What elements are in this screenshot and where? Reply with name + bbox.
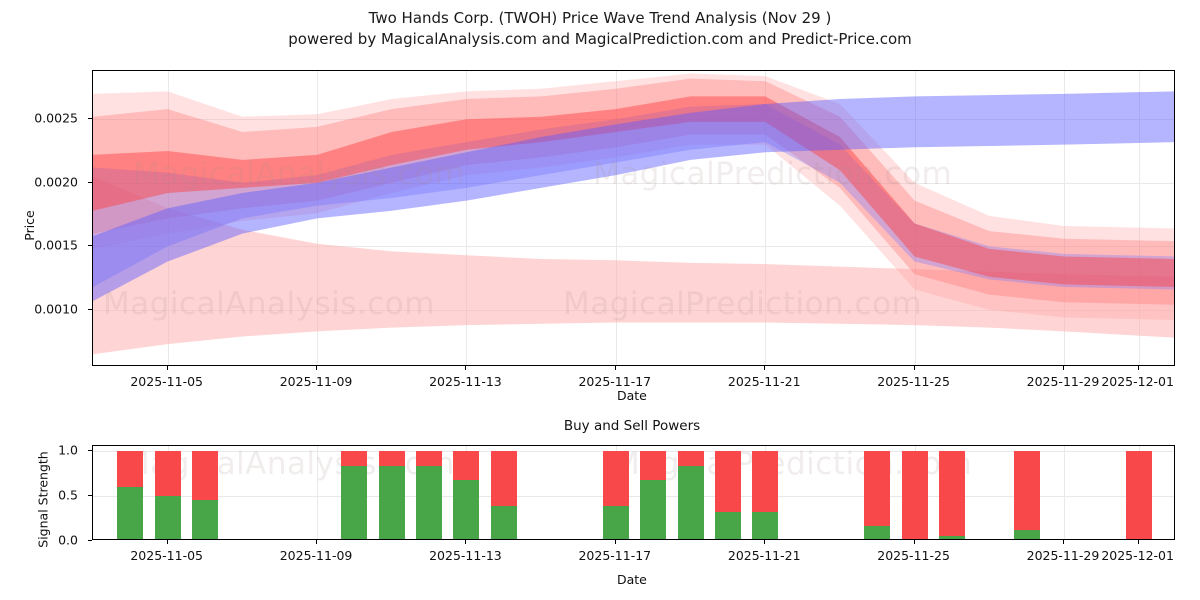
buy-power-bar[interactable] xyxy=(379,466,405,540)
sell-power-bar[interactable] xyxy=(902,451,928,540)
price-y-tick-label: 0.0015 xyxy=(34,238,78,253)
price-y-tick xyxy=(88,309,92,310)
signal-x-tick-label: 2025-11-05 xyxy=(130,548,203,563)
sell-power-bar[interactable] xyxy=(416,451,442,466)
signal-x-tick-label: 2025-11-13 xyxy=(429,548,502,563)
buy-power-bar[interactable] xyxy=(453,480,479,540)
sell-power-bar[interactable] xyxy=(715,451,741,513)
signal-y-tick-label: 0.5 xyxy=(58,487,78,502)
buy-power-bar[interactable] xyxy=(416,466,442,540)
price-x-tick-label: 2025-11-05 xyxy=(130,374,203,389)
price-x-tick xyxy=(914,366,915,370)
price-x-tick xyxy=(764,366,765,370)
price-x-tick xyxy=(615,366,616,370)
sell-power-bar[interactable] xyxy=(379,451,405,466)
price-x-tick xyxy=(1063,366,1064,370)
signal-x-tick xyxy=(914,540,915,544)
sell-power-bar[interactable] xyxy=(640,451,666,481)
signal-x-tick xyxy=(465,540,466,544)
buy-power-bar[interactable] xyxy=(640,480,666,540)
sell-power-bar[interactable] xyxy=(117,451,143,487)
signal-x-tick-label: 2025-11-09 xyxy=(280,548,353,563)
sell-power-bar[interactable] xyxy=(155,451,181,496)
buy-power-bar[interactable] xyxy=(491,506,517,540)
price-x-tick-label: 2025-11-25 xyxy=(877,374,950,389)
signal-x-tick-label: 2025-11-17 xyxy=(578,548,651,563)
buy-power-bar[interactable] xyxy=(715,512,741,540)
signal-y-axis-title: Signal Strength xyxy=(36,451,51,547)
price-y-tick xyxy=(88,118,92,119)
signal-y-tick-label: 0.0 xyxy=(58,533,78,548)
price-x-tick xyxy=(465,366,466,370)
buy-power-bar[interactable] xyxy=(603,506,629,540)
buy-power-bar[interactable] xyxy=(752,512,778,540)
price-x-tick-label: 2025-11-17 xyxy=(578,374,651,389)
sell-power-bar[interactable] xyxy=(1126,451,1152,540)
buy-power-bar[interactable] xyxy=(155,496,181,540)
sell-power-bar[interactable] xyxy=(491,451,517,506)
price-x-tick-label: 2025-11-21 xyxy=(728,374,801,389)
price-wave-bands xyxy=(93,71,1175,366)
price-x-tick xyxy=(167,366,168,370)
signal-x-tick-label: 2025-12-01 xyxy=(1101,548,1174,563)
signal-gridline-h xyxy=(93,451,1174,452)
buy-power-bar[interactable] xyxy=(939,536,965,540)
sell-power-bar[interactable] xyxy=(603,451,629,506)
signal-y-tick xyxy=(88,450,92,451)
price-plot-area: MagicalAnalysis.comMagicalPrediction.com… xyxy=(92,70,1175,366)
signal-x-tick-label: 2025-11-25 xyxy=(877,548,950,563)
price-y-tick-label: 0.0020 xyxy=(34,174,78,189)
signal-gridline-v xyxy=(317,446,318,539)
price-x-tick-label: 2025-12-01 xyxy=(1101,374,1174,389)
signal-gridline-h xyxy=(93,496,1174,497)
signal-y-tick xyxy=(88,540,92,541)
signal-x-axis-title: Date xyxy=(617,572,647,587)
price-y-tick xyxy=(88,182,92,183)
signal-x-tick-label: 2025-11-29 xyxy=(1027,548,1100,563)
sell-power-bar[interactable] xyxy=(752,451,778,513)
sell-power-bar[interactable] xyxy=(192,451,218,501)
signal-plot-area: MagicalAnalysis.comMagicalPrediction.com xyxy=(92,445,1175,540)
buy-power-bar[interactable] xyxy=(341,466,367,540)
price-x-tick-label: 2025-11-13 xyxy=(429,374,502,389)
buy-sell-title: Buy and Sell Powers xyxy=(564,418,700,434)
price-y-tick-label: 0.0025 xyxy=(34,111,78,126)
signal-x-tick xyxy=(167,540,168,544)
chart-page: Two Hands Corp. (TWOH) Price Wave Trend … xyxy=(0,0,1200,600)
price-x-tick xyxy=(316,366,317,370)
buy-power-bar[interactable] xyxy=(1014,530,1040,540)
signal-x-tick xyxy=(764,540,765,544)
buy-power-bar[interactable] xyxy=(864,526,890,540)
buy-sell-powers-panel: Buy and Sell Powers MagicalAnalysis.comM… xyxy=(0,400,1200,600)
buy-power-bar[interactable] xyxy=(678,466,704,540)
price-x-tick xyxy=(1138,366,1139,370)
price-y-tick xyxy=(88,245,92,246)
sell-power-bar[interactable] xyxy=(1014,451,1040,531)
price-y-axis-title: Price xyxy=(22,210,37,241)
price-x-tick-label: 2025-11-09 xyxy=(280,374,353,389)
buy-power-bar[interactable] xyxy=(192,500,218,540)
signal-y-tick xyxy=(88,495,92,496)
signal-gridline-v xyxy=(1064,446,1065,539)
signal-x-tick xyxy=(1138,540,1139,544)
sell-power-bar[interactable] xyxy=(864,451,890,526)
buy-power-bar[interactable] xyxy=(117,487,143,540)
signal-x-tick-label: 2025-11-21 xyxy=(728,548,801,563)
signal-y-tick-label: 1.0 xyxy=(58,442,78,457)
sell-power-bar[interactable] xyxy=(453,451,479,481)
price-y-tick-label: 0.0010 xyxy=(34,301,78,316)
signal-x-tick xyxy=(615,540,616,544)
price-x-tick-label: 2025-11-29 xyxy=(1027,374,1100,389)
sell-power-bar[interactable] xyxy=(678,451,704,466)
sell-power-bar[interactable] xyxy=(939,451,965,537)
signal-x-tick xyxy=(316,540,317,544)
price-wave-chart-panel: MagicalAnalysis.comMagicalPrediction.com… xyxy=(0,0,1200,400)
sell-power-bar[interactable] xyxy=(341,451,367,466)
signal-x-tick xyxy=(1063,540,1064,544)
